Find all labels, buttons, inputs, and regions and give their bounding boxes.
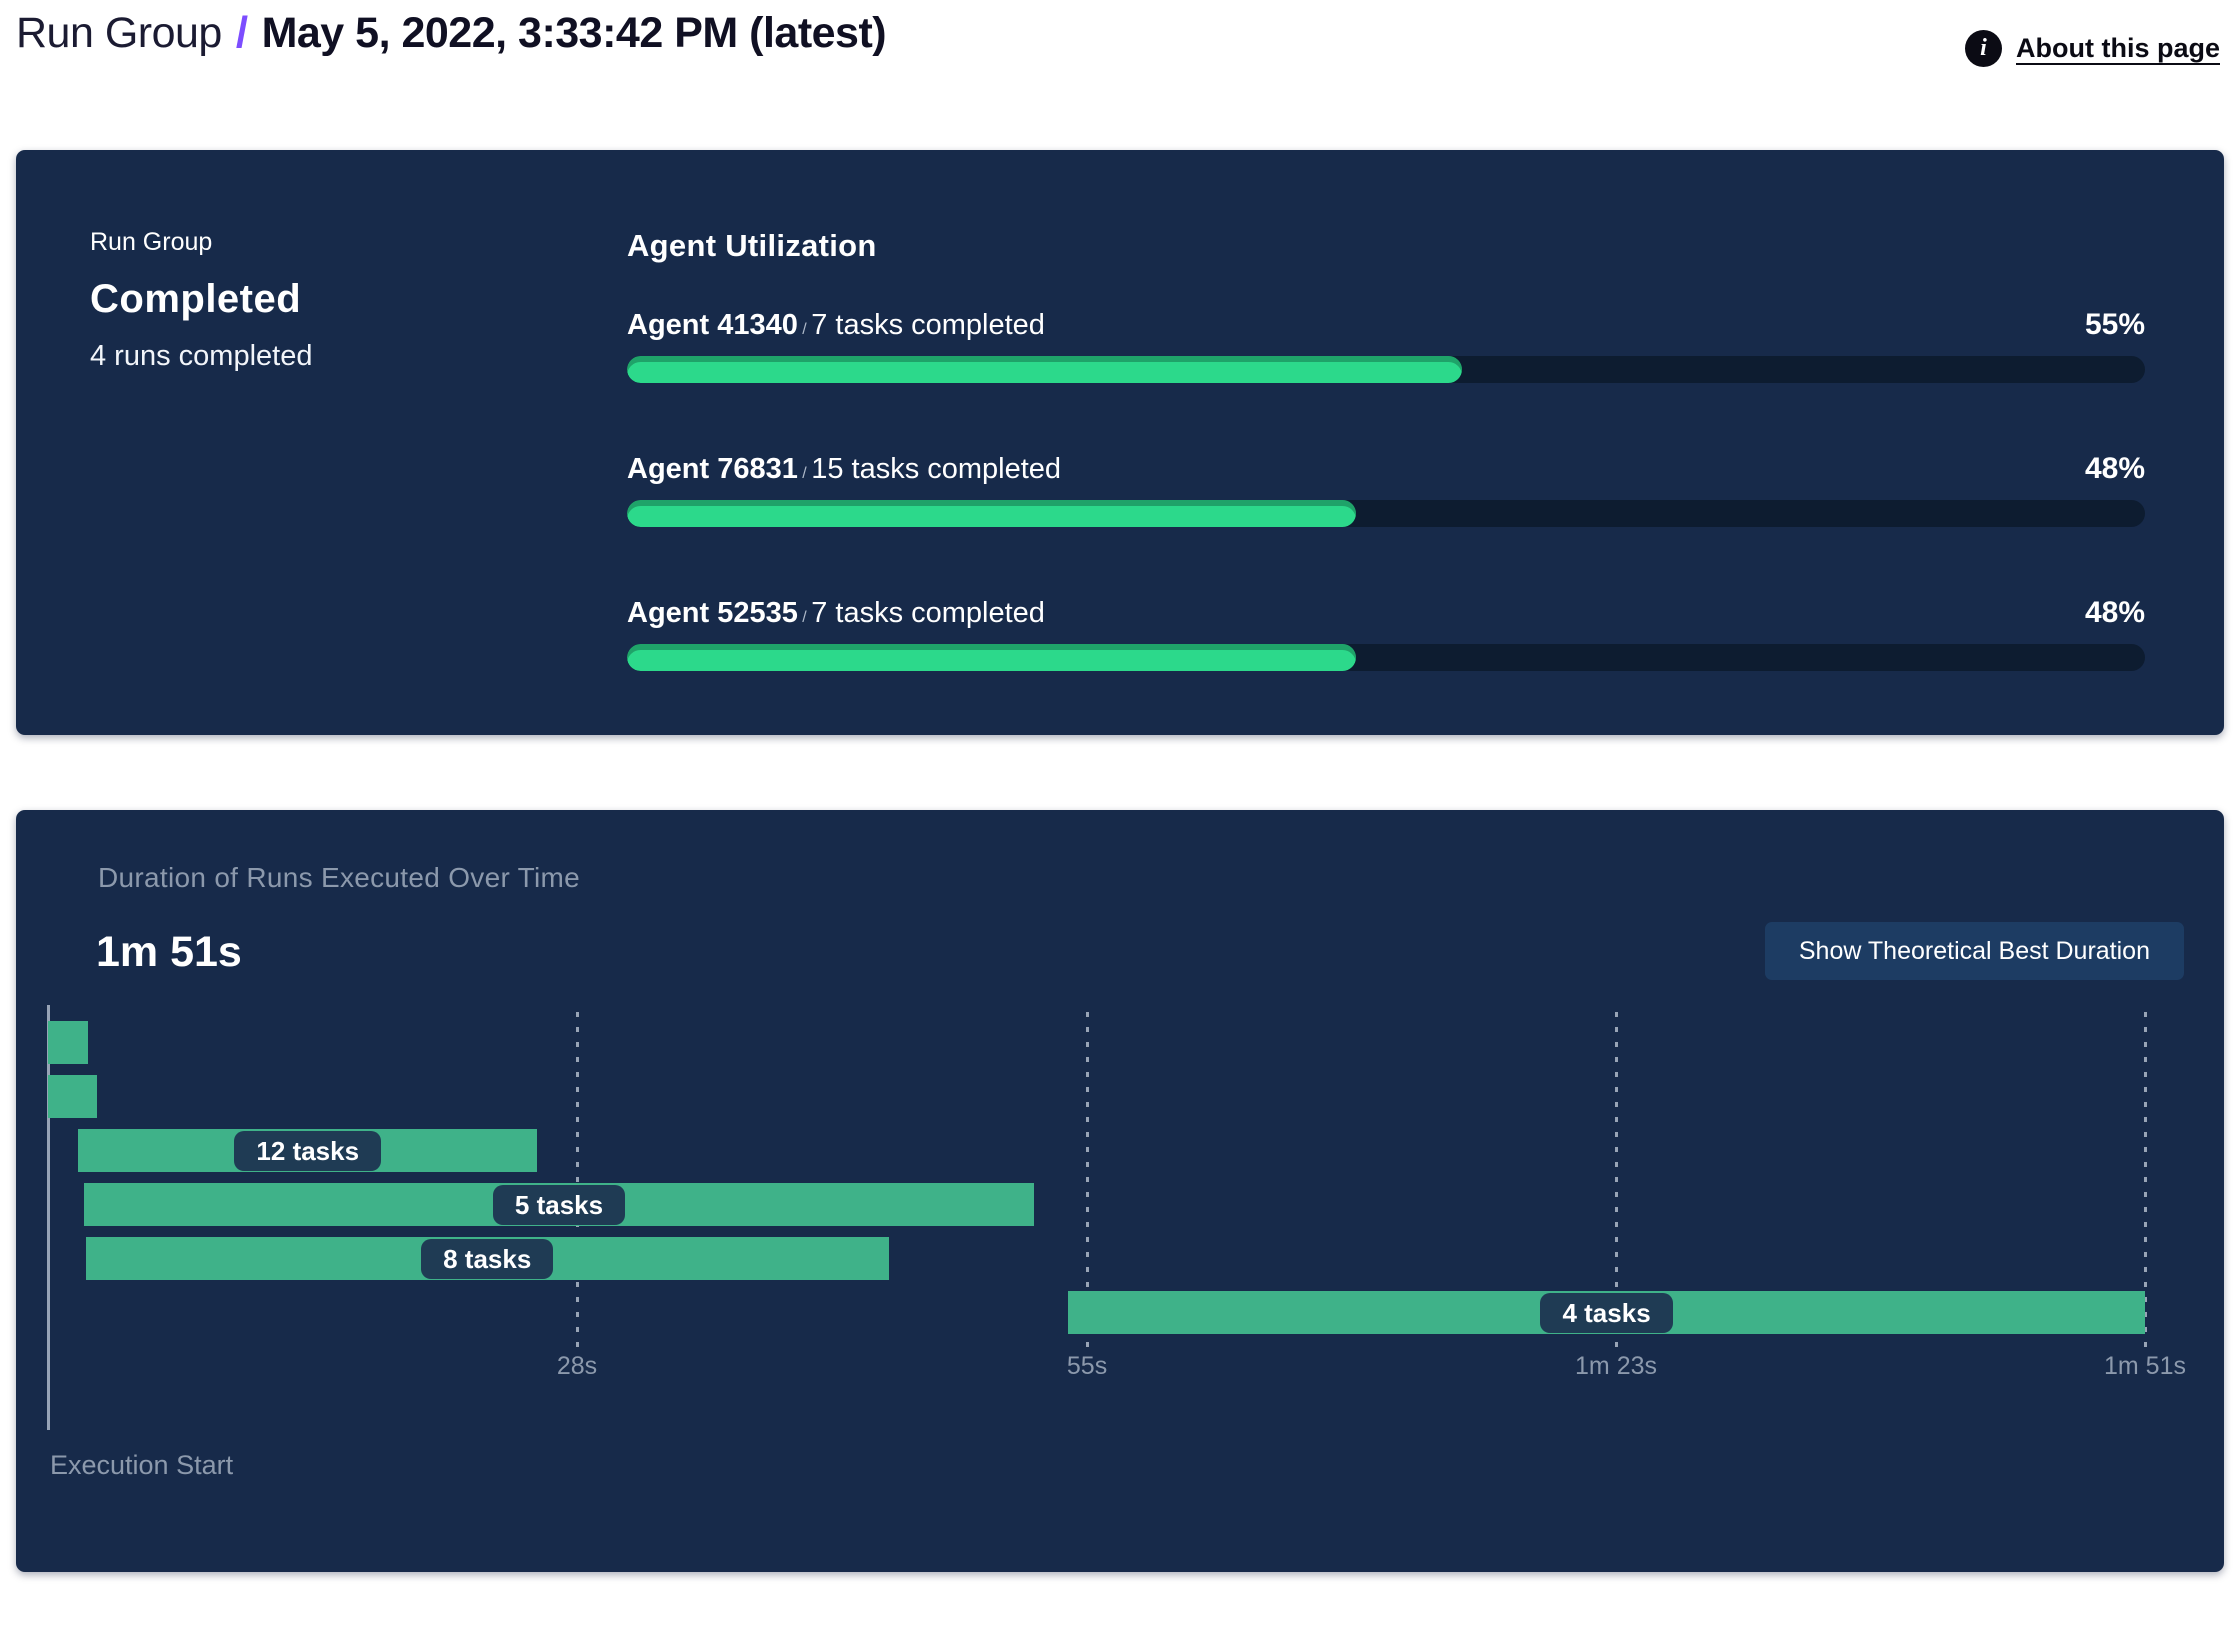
run-bar[interactable]: 12 tasks xyxy=(78,1129,538,1172)
time-tick-label: 1m 23s xyxy=(1575,1352,1658,1380)
agent-separator: / xyxy=(797,609,812,626)
agent-label-line: Agent 41340 / 7 tasks completed 55% xyxy=(627,308,2145,342)
page-header: Run Group / May 5, 2022, 3:33:42 PM (lat… xyxy=(0,0,2240,120)
run-group-summary-panel: Run Group Completed 4 runs completed Age… xyxy=(16,150,2224,735)
run-bar[interactable]: 5 tasks xyxy=(83,1183,1035,1226)
agent-task-label: Agent 41340 / 7 tasks completed xyxy=(627,309,1045,342)
time-tick-label: 55s xyxy=(1066,1352,1108,1380)
agent-name: Agent 76831 xyxy=(627,453,798,485)
breadcrumb-separator: / xyxy=(235,8,248,57)
time-gridline xyxy=(1615,1012,1619,1350)
utilization-progress-fill xyxy=(627,500,1356,527)
duration-chart-title: Duration of Runs Executed Over Time xyxy=(98,862,581,893)
page-title: May 5, 2022, 3:33:42 PM (latest) xyxy=(261,9,887,57)
time-tick-label: 1m 51s xyxy=(2104,1352,2186,1380)
run-task-count-badge: 4 tasks xyxy=(1540,1292,1673,1333)
execution-start-label: Execution Start xyxy=(50,1450,234,1480)
agent-utilization-percent: 48% xyxy=(2084,452,2145,485)
time-gridline xyxy=(1086,1012,1090,1350)
run-bar[interactable]: 4 tasks xyxy=(1068,1291,2145,1334)
agent-utilization-row: Agent 52535 / 7 tasks completed 48% xyxy=(627,596,2145,671)
duration-panel: Duration of Runs Executed Over Time 1m 5… xyxy=(16,810,2224,1572)
agent-label-line: Agent 76831 / 15 tasks completed 48% xyxy=(627,452,2145,486)
agent-utilization-percent: 55% xyxy=(2084,308,2145,341)
agent-utilization-block: Agent Utilization Agent 41340 / 7 tasks … xyxy=(627,228,2145,740)
agent-utilization-heading: Agent Utilization xyxy=(627,228,877,263)
utilization-progress-track xyxy=(627,356,2145,383)
info-icon: i xyxy=(1965,30,2002,67)
agent-separator: / xyxy=(797,321,812,338)
agent-utilization-percent: 48% xyxy=(2084,596,2145,629)
breadcrumb-run-group[interactable]: Run Group xyxy=(16,9,222,57)
agent-name: Agent 41340 xyxy=(627,309,798,341)
time-tick-label: 28s xyxy=(556,1352,598,1380)
agent-tasks-completed: 15 tasks completed xyxy=(811,453,1062,485)
time-gridline xyxy=(575,1012,579,1350)
agent-utilization-row: Agent 41340 / 7 tasks completed 55% xyxy=(627,308,2145,383)
run-group-label: Run Group xyxy=(90,228,213,256)
run-bar[interactable] xyxy=(48,1075,98,1118)
about-page-link[interactable]: About this page xyxy=(2016,33,2220,63)
agent-tasks-completed: 7 tasks completed xyxy=(811,597,1045,629)
total-duration-value: 1m 51s xyxy=(96,928,242,976)
agent-label-line: Agent 52535 / 7 tasks completed 48% xyxy=(627,596,2145,630)
agent-task-label: Agent 52535 / 7 tasks completed xyxy=(627,597,1045,630)
breadcrumb: Run Group / May 5, 2022, 3:33:42 PM (lat… xyxy=(16,8,887,58)
gantt-timeline: 28s 55s 1m 23s 1m 51s 12 tasks 5 tasks 8 tasks… xyxy=(47,1005,2186,1430)
utilization-progress-track xyxy=(627,644,2145,671)
status-text: Completed xyxy=(90,277,302,321)
utilization-progress-fill xyxy=(627,356,1462,383)
run-task-count-badge: 12 tasks xyxy=(234,1130,382,1171)
run-task-count-badge: 5 tasks xyxy=(492,1184,626,1225)
run-bar[interactable] xyxy=(48,1021,88,1064)
agent-name: Agent 52535 xyxy=(627,597,798,629)
time-gridline xyxy=(2144,1012,2147,1350)
execution-start-axis-line xyxy=(47,1005,50,1430)
agent-tasks-completed: 7 tasks completed xyxy=(811,309,1045,341)
agent-task-label: Agent 76831 / 15 tasks completed xyxy=(627,453,1061,486)
utilization-progress-track xyxy=(627,500,2145,527)
agent-separator: / xyxy=(797,465,812,482)
runs-completed-text: 4 runs completed xyxy=(90,340,313,372)
agent-utilization-rows: Agent 41340 / 7 tasks completed 55% Agent … xyxy=(627,308,2145,671)
utilization-progress-fill xyxy=(627,644,1356,671)
run-group-status-block: Run Group Completed 4 runs completed xyxy=(90,228,627,740)
agent-utilization-row: Agent 76831 / 15 tasks completed 48% xyxy=(627,452,2145,527)
run-task-count-badge: 8 tasks xyxy=(421,1238,554,1279)
show-theoretical-best-duration-button[interactable]: Show Theoretical Best Duration xyxy=(1764,922,2184,980)
about-this-page[interactable]: i About this page xyxy=(1965,30,2220,67)
run-bar[interactable]: 8 tasks xyxy=(85,1237,889,1280)
